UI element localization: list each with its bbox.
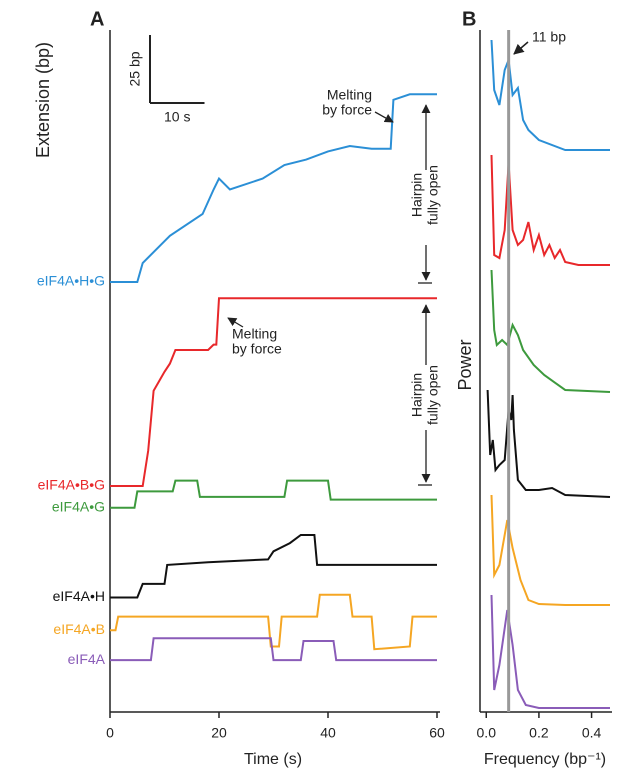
x-tick-label: 0.0 xyxy=(477,725,497,741)
x-tick-label: 20 xyxy=(211,725,227,741)
trace xyxy=(110,479,437,509)
series-label: eIF4A xyxy=(68,651,106,667)
series-label: eIF4A•G xyxy=(52,498,105,514)
annotation: 11 bp xyxy=(532,29,566,45)
x-tick-label: 0.2 xyxy=(529,725,549,741)
annotation: Hairpin xyxy=(409,173,425,217)
annotation: Hairpin xyxy=(409,373,425,417)
trace xyxy=(490,594,610,709)
series-label: eIF4A•B xyxy=(53,621,105,637)
trace xyxy=(110,93,437,283)
x-axis-label: Time (s) xyxy=(244,751,302,768)
trace xyxy=(490,39,610,151)
x-tick-label: 0 xyxy=(106,725,114,741)
series-label: eIF4A•B•G xyxy=(38,477,105,493)
annotation: fully open xyxy=(425,365,441,425)
x-axis-label: Frequency (bp⁻¹) xyxy=(484,751,606,768)
trace xyxy=(490,154,610,266)
x-tick-label: 60 xyxy=(429,725,445,741)
series-label: eIF4A•H•G xyxy=(37,273,105,289)
annotation: by force xyxy=(232,341,282,357)
arrow xyxy=(227,317,244,328)
arrow xyxy=(513,41,529,55)
annotation: Melting xyxy=(232,326,277,342)
annotation: fully open xyxy=(425,165,441,225)
arrow xyxy=(374,111,394,123)
annotation: Melting xyxy=(327,87,372,103)
series-label: eIF4A•H xyxy=(53,588,105,604)
scale-label: 10 s xyxy=(164,109,190,125)
trace xyxy=(490,269,611,393)
y-axis-label: Extension (bp) xyxy=(33,42,53,158)
trace xyxy=(110,534,437,599)
trace xyxy=(110,297,437,487)
y-axis-label: Power xyxy=(455,339,475,390)
x-tick-label: 0.4 xyxy=(582,725,602,741)
x-tick-label: 40 xyxy=(320,725,336,741)
trace xyxy=(110,637,437,662)
panel-label: A xyxy=(90,8,104,30)
scale-label: 25 bp xyxy=(127,51,143,86)
trace xyxy=(486,389,611,498)
panel-label: B xyxy=(462,8,476,30)
trace xyxy=(490,494,610,606)
trace xyxy=(110,593,437,651)
annotation: by force xyxy=(322,102,372,118)
